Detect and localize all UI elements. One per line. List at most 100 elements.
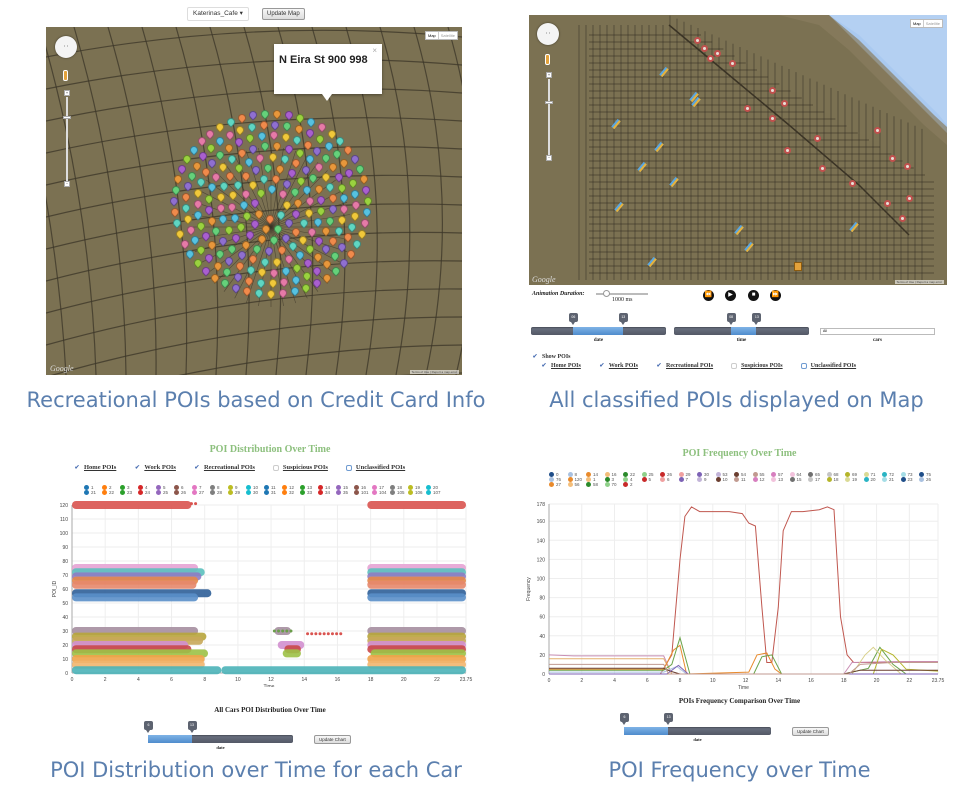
legend-item[interactable]: 17 <box>808 477 827 482</box>
poi-band[interactable] <box>72 593 199 602</box>
poi-marker[interactable] <box>227 189 239 201</box>
pegman-icon[interactable] <box>63 70 68 81</box>
poi-marker[interactable] <box>223 141 235 154</box>
legend-item[interactable]: 10 <box>246 485 264 490</box>
poi-marker[interactable] <box>311 216 324 228</box>
poi-point[interactable] <box>306 632 310 636</box>
poi-marker[interactable] <box>311 251 324 263</box>
legend-item[interactable]: 19 <box>408 485 426 490</box>
poi-marker[interactable] <box>305 116 318 128</box>
poi-point[interactable] <box>310 632 314 636</box>
poi-band[interactable] <box>367 501 466 509</box>
poi-marker[interactable] <box>200 264 212 277</box>
poi-marker[interactable] <box>350 199 362 211</box>
poi-point[interactable] <box>330 632 334 636</box>
poi-marker[interactable] <box>310 277 323 290</box>
legend-item[interactable]: 107 <box>426 490 444 495</box>
legend-item[interactable]: 13 <box>771 477 790 482</box>
poi-marker[interactable] <box>253 287 265 300</box>
poi-marker[interactable] <box>288 285 301 298</box>
poi-marker[interactable] <box>182 180 194 192</box>
poi-point[interactable] <box>289 629 293 633</box>
checkbox[interactable]: ✔ <box>541 363 547 369</box>
poi-marker[interactable] <box>250 164 263 177</box>
poi-marker[interactable] <box>223 254 235 267</box>
poi-marker[interactable] <box>289 186 301 198</box>
show-pois-toggle[interactable]: ✔ Show POIs <box>532 354 589 360</box>
poi-marker[interactable] <box>254 152 267 164</box>
poi-marker[interactable] <box>299 164 312 176</box>
poi-marker[interactable] <box>268 234 280 246</box>
filter-recreational-pois[interactable]: ✔ Recreational POIs <box>656 363 714 369</box>
poi-marker[interactable] <box>272 222 284 235</box>
poi-marker[interactable] <box>209 271 221 284</box>
poi-marker[interactable] <box>304 195 316 208</box>
series-line-55[interactable] <box>549 662 938 675</box>
home-poi-marker[interactable] <box>781 100 788 107</box>
poi-marker[interactable] <box>320 243 332 256</box>
poi-marker[interactable] <box>203 204 216 216</box>
poi-marker[interactable] <box>188 143 200 156</box>
legend-item[interactable]: 15 <box>789 477 809 482</box>
legend-item[interactable]: 19 <box>845 477 864 482</box>
poi-marker[interactable] <box>278 276 291 289</box>
checkbox[interactable]: ✔ <box>599 363 605 369</box>
legend-item[interactable]: 1 <box>586 477 605 482</box>
legend-item[interactable]: 22 <box>623 472 642 477</box>
legend-item[interactable]: 24 <box>138 490 156 495</box>
legend-item[interactable]: 20 <box>863 477 883 482</box>
poi-marker[interactable] <box>277 188 289 201</box>
poi-marker[interactable] <box>259 140 271 153</box>
animation-duration-slider[interactable] <box>596 290 648 297</box>
legend-item[interactable]: 6 <box>660 477 679 482</box>
update-map-button[interactable]: Update Map <box>262 8 305 20</box>
legend-item[interactable]: 25 <box>156 490 174 495</box>
poi-point[interactable] <box>285 629 289 633</box>
poi-marker[interactable] <box>241 210 253 222</box>
checkbox[interactable] <box>345 464 352 471</box>
poi-marker[interactable] <box>287 240 299 252</box>
poi-marker[interactable] <box>349 153 361 165</box>
legend-item[interactable]: 4 <box>138 485 156 490</box>
poi-marker[interactable] <box>191 198 204 210</box>
poi-marker[interactable] <box>282 217 295 230</box>
poi-marker[interactable] <box>204 128 217 140</box>
legend-item[interactable]: 11 <box>264 485 282 490</box>
legend-item[interactable]: 31 <box>264 490 282 495</box>
poi-marker[interactable] <box>303 127 316 139</box>
poi-marker[interactable] <box>275 244 288 256</box>
poi-marker[interactable] <box>281 177 294 190</box>
zoom-out-button[interactable]: − <box>546 155 552 161</box>
poi-marker[interactable] <box>247 253 259 266</box>
poi-marker[interactable] <box>234 124 247 136</box>
checkbox[interactable]: ✔ <box>134 464 140 471</box>
poi-marker[interactable] <box>315 194 327 206</box>
poi-marker[interactable] <box>291 134 303 146</box>
poi-marker[interactable] <box>232 179 244 191</box>
poi-band[interactable] <box>221 666 466 675</box>
home-poi-marker[interactable] <box>707 55 714 62</box>
poi-marker[interactable] <box>244 229 257 241</box>
poi-marker[interactable] <box>217 161 229 174</box>
work-poi-marker[interactable] <box>614 201 624 213</box>
poi-marker[interactable] <box>180 191 192 203</box>
poi-marker[interactable] <box>300 282 312 294</box>
filter-recreational-pois[interactable]: ✔ Recreational POIs <box>194 464 254 471</box>
home-poi-marker[interactable] <box>814 135 821 142</box>
poi-marker[interactable] <box>233 260 246 272</box>
legend-item[interactable]: 20 <box>426 485 444 490</box>
poi-marker[interactable] <box>321 271 333 284</box>
poi-marker[interactable] <box>257 119 270 131</box>
legend-item[interactable]: 12 <box>282 485 300 490</box>
poi-marker[interactable] <box>271 108 283 120</box>
pan-control-icon[interactable]: ‹ › <box>537 23 559 45</box>
poi-marker[interactable] <box>266 183 278 196</box>
work-poi-marker[interactable] <box>659 66 669 78</box>
poi-point[interactable] <box>189 502 193 506</box>
poi-marker[interactable] <box>275 209 287 221</box>
poi-marker[interactable] <box>189 234 201 246</box>
poi-marker[interactable] <box>336 214 349 226</box>
poi-marker[interactable] <box>361 195 374 207</box>
poi-marker[interactable] <box>255 187 267 199</box>
poi-marker[interactable] <box>214 134 226 147</box>
